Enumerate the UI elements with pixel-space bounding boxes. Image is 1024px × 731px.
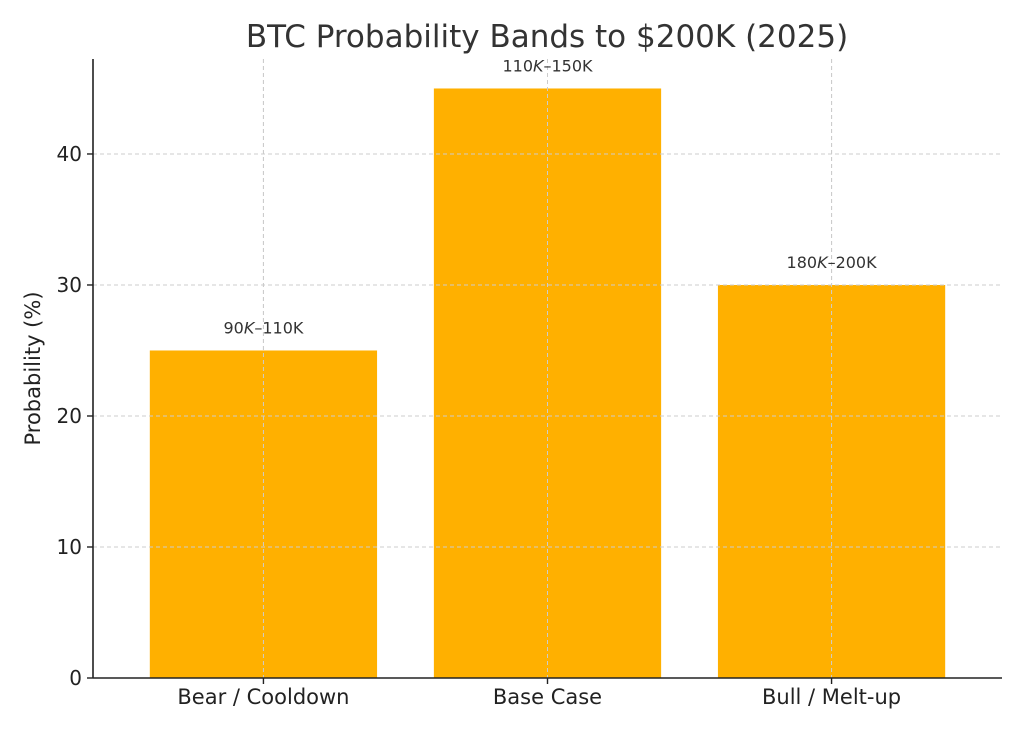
y-tick-label: 0: [69, 666, 82, 690]
y-tick-label: 10: [57, 535, 82, 559]
x-tick-label: Bull / Melt-up: [762, 685, 901, 709]
y-tick-label: 30: [57, 273, 82, 297]
bar-value-label: 90K–110K: [223, 318, 303, 337]
bar-value-label: 110K–150K: [502, 56, 593, 75]
axes: [87, 59, 1002, 684]
x-tick-label: Base Case: [493, 685, 602, 709]
chart-title: BTC Probability Bands to $200K (2025): [246, 19, 848, 55]
y-axis-label: Probability (%): [21, 291, 45, 445]
y-tick-label: 40: [57, 142, 82, 166]
x-tick-label: Bear / Cooldown: [177, 685, 349, 709]
bars: [93, 59, 1002, 679]
bar-value-label: 180K–200K: [787, 253, 878, 272]
y-tick-label: 20: [57, 404, 82, 428]
labels: 0 10 20 30 40 Bear / Cooldown Base Case Bull / …: [57, 56, 902, 709]
